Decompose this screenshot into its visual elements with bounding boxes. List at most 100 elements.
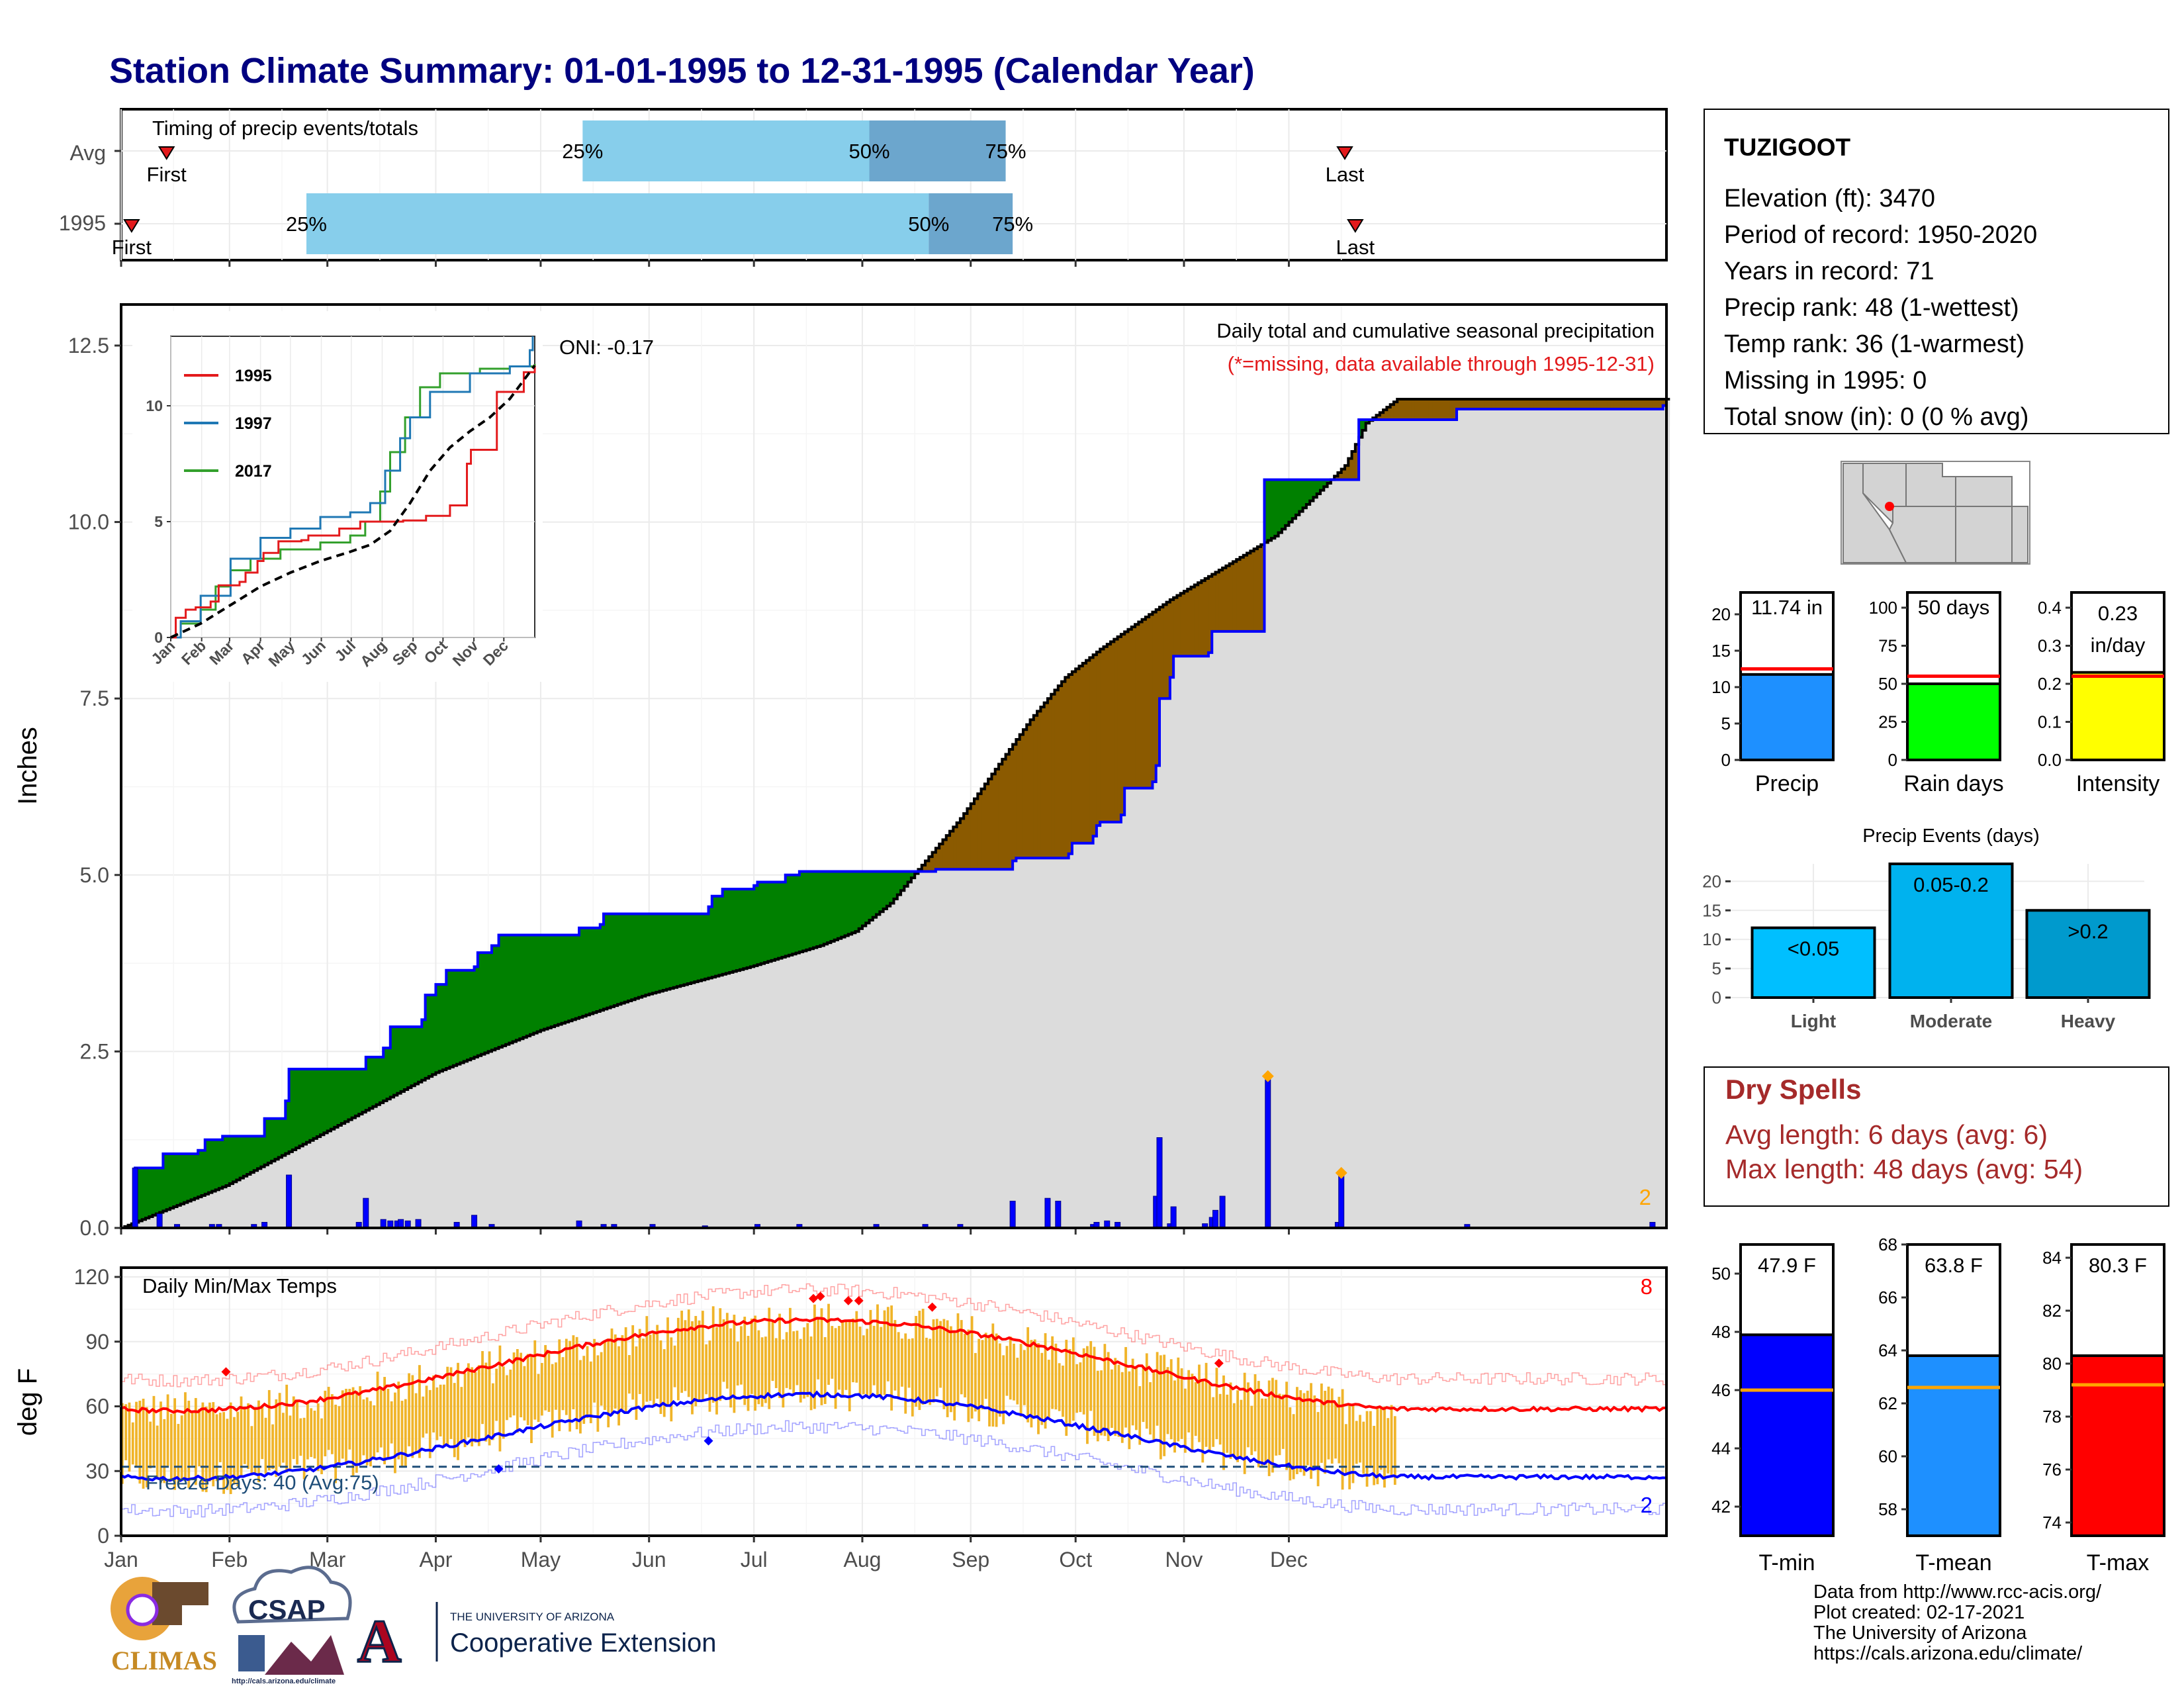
temp-daily-bar-120: [540, 1362, 543, 1416]
precip-diff-128: [569, 935, 573, 1021]
ua-logo-letter: A: [357, 1607, 401, 1675]
temp-daily-bar-123: [551, 1364, 554, 1438]
precip-diff-143: [621, 914, 625, 1004]
temp-daily-bar-300: [1169, 1359, 1173, 1440]
temp-daily-bar-197: [809, 1336, 813, 1411]
precip-diff-149: [642, 914, 647, 996]
temp-daily-bar-80: [400, 1401, 404, 1468]
temp-daily-bar-71: [369, 1401, 372, 1467]
station-precip-rank: Precip rank: 48 (1-wettest): [1724, 294, 2019, 322]
temp-daily-bar-309: [1201, 1380, 1205, 1463]
temp-daily-bar-278: [1093, 1346, 1096, 1436]
temp-daily-bar-38: [253, 1409, 257, 1476]
precip-diff-359: [1376, 415, 1381, 420]
precip-diff-241: [964, 814, 968, 870]
precip-diff-22: [198, 1150, 203, 1197]
temp-daily-bar-140: [610, 1328, 614, 1416]
temp-daily-bar-6: [142, 1398, 145, 1489]
precip-daily-bar-9: [363, 1197, 369, 1229]
temp-daily-bar-304: [1183, 1388, 1187, 1453]
summary-label-2: Intensity: [2076, 771, 2160, 796]
precip-daily-bar-17: [471, 1215, 478, 1229]
precip-diff-191: [789, 874, 793, 955]
precip-y-tick-label-3: 7.5: [80, 686, 109, 710]
dry-spells-box: Dry Spells Avg length: 6 days (avg: 6) M…: [1704, 1066, 2169, 1207]
precip-diff-24: [205, 1139, 209, 1194]
temp-daily-bar-308: [1198, 1364, 1201, 1442]
precip-diff-225: [907, 871, 912, 882]
inset-y-tick-label-2: 10: [146, 397, 163, 414]
precip-diff-284: [1114, 639, 1118, 822]
precip-diff-253: [1005, 754, 1010, 870]
precip-diff-299: [1166, 602, 1171, 699]
temp-daily-bar-257: [1019, 1344, 1023, 1417]
temp-daily-bar-194: [799, 1338, 802, 1403]
precip-diff-229: [921, 865, 926, 872]
temp-summary-tick-label-1-1: 60: [1878, 1446, 1897, 1466]
temp-summary-value-0: 47.9 F: [1758, 1254, 1816, 1277]
precip-diff-264: [1044, 702, 1048, 859]
temp-daily-bar-158: [673, 1345, 676, 1387]
precip-average-area: [121, 399, 1670, 1228]
temp-daily-bar-164: [694, 1315, 698, 1407]
temp-daily-bar-11: [159, 1401, 162, 1483]
temp-daily-bar-293: [1145, 1353, 1148, 1429]
precip-plot: [121, 398, 1670, 1229]
events-bar-label-0: <0.05: [1788, 937, 1839, 961]
precip-diff-271: [1068, 674, 1073, 854]
precip-diff-35: [243, 1136, 248, 1176]
map-state-colorado: [1955, 476, 2013, 507]
precip-diff-53: [306, 1069, 310, 1143]
temp-daily-bar-177: [740, 1326, 743, 1385]
summary-bar-2: [2070, 671, 2165, 761]
footer-credits: Data from http://www.rcc-acis.org/ Plot …: [1813, 1582, 2101, 1664]
temp-daily-bar-25: [208, 1402, 211, 1481]
footer-institution: The University of Arizona: [1813, 1622, 2027, 1644]
precip-diff-76: [387, 1048, 391, 1100]
inset-plot-area: [170, 336, 535, 638]
csap-logo: CSAP http://cals.arizona.edu/climate: [232, 1566, 352, 1685]
temp-summary-tick-label-2-1: 76: [2042, 1460, 2062, 1479]
precip-y-tick-label-0: 0.0: [80, 1216, 109, 1240]
precip-diff-245: [978, 794, 982, 870]
summary-tick-label-0-2: 10: [1711, 677, 1731, 697]
temp-daily-bar-237: [950, 1326, 952, 1413]
precip-y-ticks: 0.0 2.5 5.0 7.5 10.0 12.5: [68, 334, 121, 1240]
precip-diff-111: [509, 935, 514, 1043]
temp-daily-bar-192: [792, 1331, 796, 1395]
temp-daily-bar-103: [481, 1351, 484, 1425]
temp-daily-bar-115: [523, 1366, 526, 1421]
precip-diff-134: [589, 927, 594, 1014]
map-state-texas: [2011, 506, 2028, 563]
timing-rows: 25% 50% 75% First Last 25% 50% 75% First Last: [112, 120, 1375, 259]
summary-value-1: 50 days: [1918, 596, 1990, 619]
temp-daily-bar-142: [617, 1346, 620, 1426]
temp-daily-bar-225: [907, 1338, 911, 1388]
temp-daily-bar-23: [201, 1402, 205, 1492]
precip-diff-238: [953, 827, 958, 870]
temp-daily-bar-259: [1026, 1327, 1030, 1423]
station-elevation: Elevation (ft): 3470: [1724, 185, 1935, 212]
temp-daily-bar-22: [198, 1409, 201, 1467]
precip-diff-113: [516, 935, 520, 1041]
temp-record-low-marker-1: [704, 1436, 713, 1446]
temp-daily-bar-359: [1376, 1408, 1379, 1485]
temp-daily-bar-299: [1166, 1367, 1169, 1434]
precip-diff-31: [229, 1136, 234, 1184]
temp-daily-bar-181: [754, 1315, 756, 1411]
temp-daily-bar-361: [1383, 1406, 1386, 1488]
temp-summary-bar-0: [1739, 1333, 1835, 1538]
summary-tick-label-1-0: 0: [1888, 750, 1897, 770]
temp-daily-bar-294: [1149, 1382, 1152, 1435]
precip-diff-430: [1624, 399, 1629, 409]
summary-tick-label-2-0: 0.0: [2038, 750, 2062, 770]
temp-record-min-line: [121, 1420, 1666, 1518]
temp-daily-bar-144: [624, 1327, 627, 1414]
precip-diff-335: [1292, 479, 1297, 519]
precip-diff-408: [1547, 399, 1552, 409]
precip-diff-275: [1082, 663, 1087, 843]
temp-daily-bar-283: [1111, 1369, 1113, 1429]
temp-daily-bar-113: [516, 1349, 519, 1433]
temp-record-max-line: [121, 1283, 1666, 1387]
